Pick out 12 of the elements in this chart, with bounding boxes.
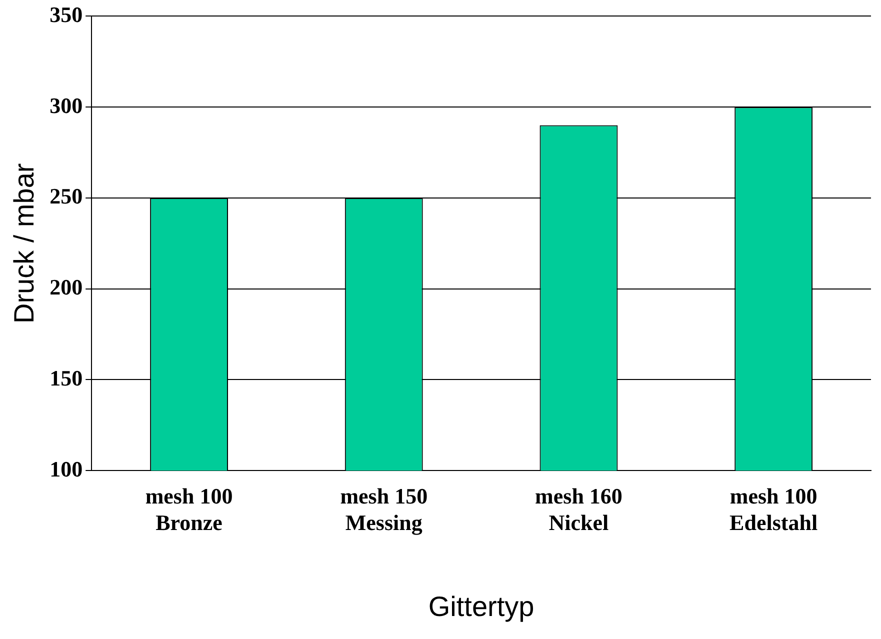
y-tick-label: 200 xyxy=(50,274,83,300)
y-tick-label: 250 xyxy=(50,184,83,209)
x-tick-label: mesh 160 Nickel xyxy=(535,483,622,535)
x-tick-label: mesh 100 Edelstahl xyxy=(730,483,818,535)
x-axis-title: Gittertyp xyxy=(428,590,534,622)
y-tick-label: 350 xyxy=(50,2,83,27)
y-tick-label: 150 xyxy=(50,365,83,390)
x-tick-label: mesh 150 Messing xyxy=(340,483,428,535)
y-tick-label: 100 xyxy=(50,456,83,482)
y-axis-title: Druck / mbar xyxy=(8,163,40,324)
y-tick-label: 300 xyxy=(50,92,83,118)
x-tick-label: mesh 100 Bronze xyxy=(145,483,233,535)
